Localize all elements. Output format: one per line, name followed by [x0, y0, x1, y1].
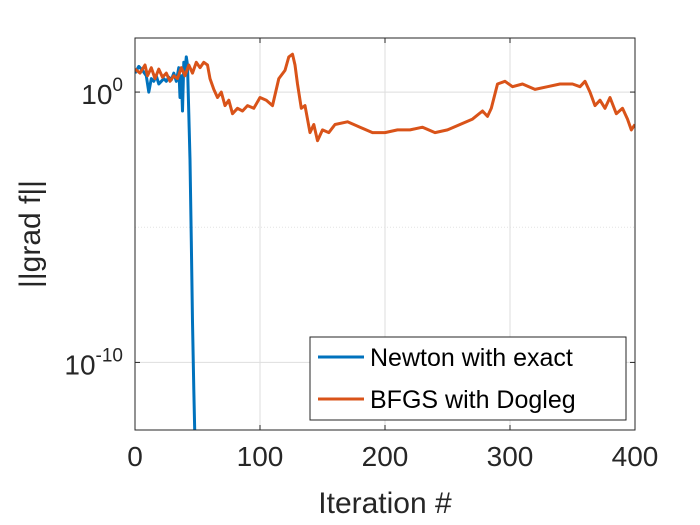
- series-group: [135, 52, 635, 430]
- x-tick-label-0: 0: [127, 441, 143, 472]
- y-tick-base-1: 10: [81, 79, 112, 110]
- x-tick-label-2: 200: [362, 441, 409, 472]
- y-tick-exponent-1: 0: [112, 75, 123, 96]
- y-axis-label: ||grad f||: [14, 180, 47, 288]
- y-tick-base-0: 10: [64, 349, 95, 380]
- x-tick-label-1: 100: [237, 441, 284, 472]
- legend-label-newton: Newton with exact: [370, 344, 573, 372]
- y-tick-label-1: 100: [81, 75, 123, 110]
- x-axis-label: Iteration #: [318, 487, 452, 520]
- y-tick-label-0: 10-10: [64, 345, 123, 380]
- legend-box: [309, 336, 627, 421]
- x-tick-label-4: 400: [612, 441, 659, 472]
- x-tick-label-3: 300: [487, 441, 534, 472]
- y-tick-exponent-0: -10: [96, 345, 123, 366]
- legend-label-bfgs: BFGS with Dogleg: [370, 386, 576, 414]
- legend: Newton with exact BFGS with Dogleg: [309, 336, 627, 421]
- series-line-bfgs: [135, 52, 635, 143]
